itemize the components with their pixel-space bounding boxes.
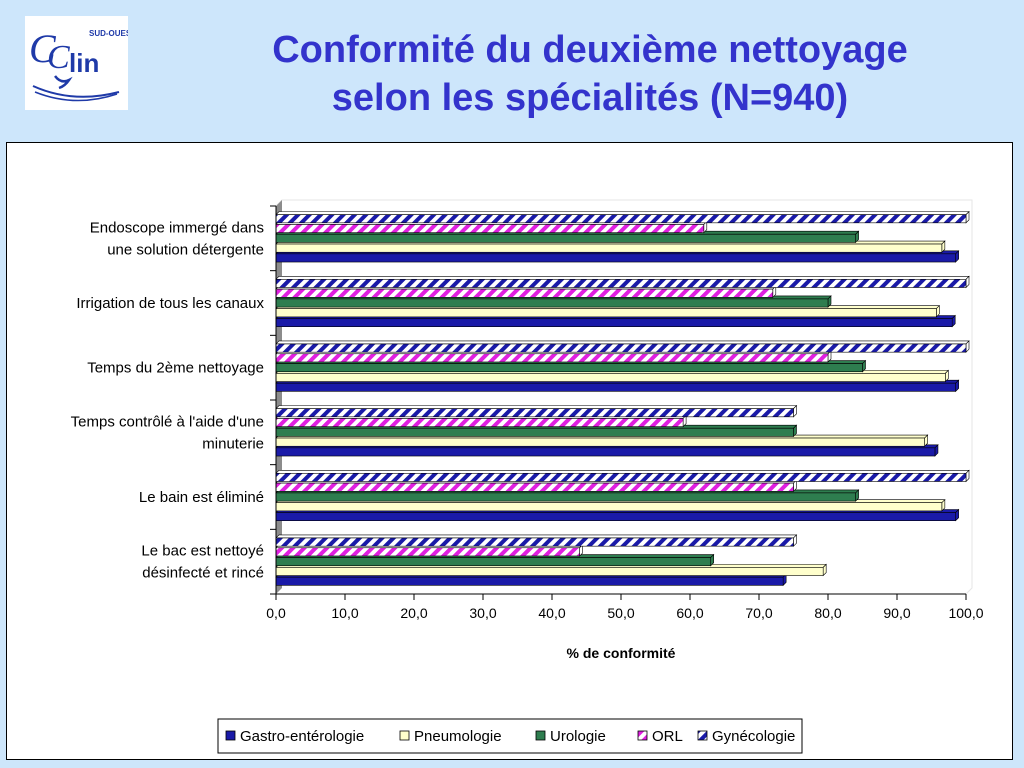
title-line-2: selon les spécialités (N=940) (331, 77, 849, 119)
bar (275, 233, 856, 243)
legend: Gastro-entérologie Pneumologie Urologie ORL… (217, 718, 803, 754)
x-tick-label: 100,0 (948, 605, 983, 621)
x-tick-label: 50,0 (607, 605, 634, 621)
bar (275, 382, 956, 392)
category-label: Irrigation de tous les canaux (76, 295, 264, 312)
conformity-bar-chart: Endoscope immergé dans une solution déter… (71, 199, 984, 754)
category-label: Le bac est nettoyé (141, 543, 264, 560)
legend-label: Gynécologie (712, 728, 795, 745)
legend-swatch (535, 730, 546, 741)
x-tick-label: 10,0 (331, 605, 358, 621)
bar-top-face (275, 340, 970, 345)
bar-top-face (275, 211, 970, 215)
bar (275, 363, 863, 373)
bar (275, 502, 943, 512)
bar-top-face (275, 276, 970, 280)
x-tick-label: 30,0 (469, 605, 496, 621)
category-label: Temps du 2ème nettoyage (87, 360, 264, 377)
svg-text:C: C (29, 26, 57, 71)
svg-text:lin: lin (69, 48, 99, 78)
bar (275, 447, 936, 457)
bar (275, 298, 829, 308)
x-tick-label: 60,0 (676, 605, 703, 621)
cclin-logo: C C lin SUD-OUEST (25, 16, 128, 110)
bar (275, 214, 967, 224)
bar (275, 308, 937, 318)
legend-swatch (637, 730, 648, 741)
bar (275, 418, 684, 427)
category-label: une solution détergente (107, 241, 264, 258)
bar (275, 253, 956, 263)
bar (275, 512, 956, 521)
legend-swatch (399, 730, 410, 741)
bar (275, 437, 925, 447)
bar-top-face (275, 534, 798, 539)
bar (275, 492, 856, 502)
bar (275, 547, 580, 557)
x-tick-label: 90,0 (883, 605, 910, 621)
bar (275, 408, 794, 418)
bar (275, 288, 774, 298)
bar (275, 243, 943, 253)
bar (275, 557, 712, 567)
legend-label: Gastro-entérologie (240, 728, 364, 745)
category-label: désinfecté et rincé (142, 565, 264, 582)
title-line-1: Conformité du deuxième nettoyage (272, 29, 908, 71)
category-label: minuterie (202, 435, 264, 452)
bar-top-face (275, 405, 798, 409)
legend-label: Pneumologie (414, 728, 502, 745)
bar (275, 373, 946, 382)
bar (275, 279, 967, 288)
x-tick-label: 20,0 (400, 605, 427, 621)
bar (275, 472, 967, 482)
bar (275, 537, 794, 547)
bar-top-face (275, 469, 970, 474)
bar (275, 482, 794, 492)
slide-title: Conformité du deuxième nettoyage selon l… (160, 26, 1020, 122)
bar (275, 318, 953, 327)
bar (275, 353, 829, 363)
legend-label: ORL (652, 728, 683, 745)
bar (275, 576, 784, 586)
bar (275, 427, 794, 437)
svg-text:SUD-OUEST: SUD-OUEST (89, 29, 128, 38)
bar (275, 567, 824, 576)
x-tick-label: 40,0 (538, 605, 565, 621)
x-axis-title: % de conformité (567, 645, 676, 661)
x-tick-label: 70,0 (745, 605, 772, 621)
legend-swatch (225, 730, 236, 741)
legend-swatch (697, 730, 708, 741)
x-tick-label: 0,0 (266, 605, 286, 621)
legend-label: Urologie (550, 728, 606, 745)
x-tick-label: 80,0 (814, 605, 841, 621)
category-label: Temps contrôlé à l'aide d'une (71, 413, 264, 430)
svg-text:C: C (47, 39, 70, 76)
bar (275, 343, 967, 353)
category-label: Le bain est éliminé (139, 489, 264, 506)
category-label: Endoscope immergé dans (90, 219, 264, 236)
bar (275, 224, 705, 233)
